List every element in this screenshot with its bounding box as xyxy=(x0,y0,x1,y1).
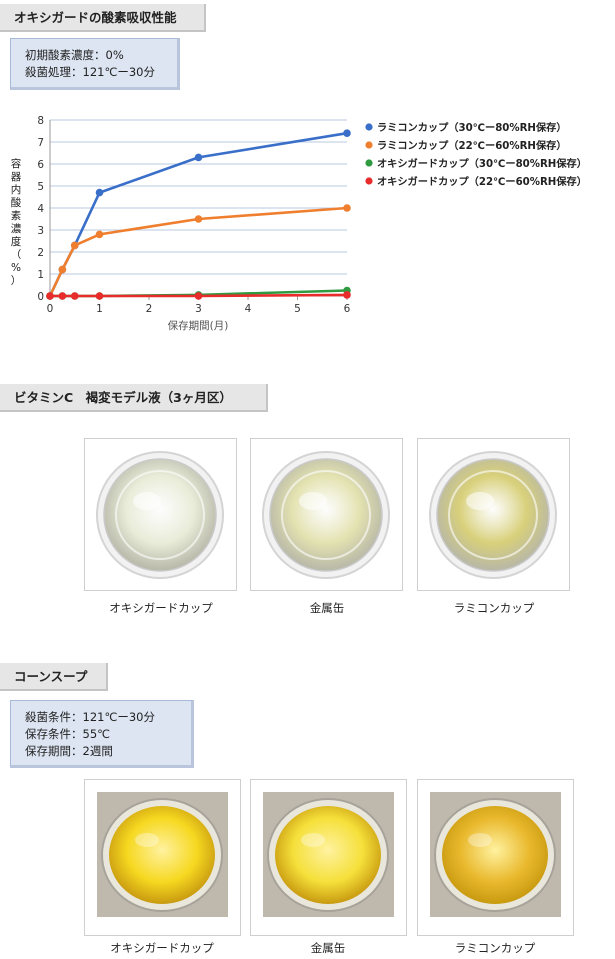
y-axis-label-char: 酸 xyxy=(10,197,22,209)
glass-cup-image xyxy=(262,451,390,579)
cornsoup-photo-2 xyxy=(417,779,574,936)
y-tick-label: 3 xyxy=(37,225,44,237)
x-tick-label: 6 xyxy=(344,303,351,315)
cornsoup-photo-1 xyxy=(250,779,407,936)
y-tick-label: 7 xyxy=(37,137,44,149)
x-tick-label: 3 xyxy=(195,303,202,315)
data-point xyxy=(95,230,104,239)
y-axis-label-char: 内 xyxy=(10,184,22,196)
y-axis-label: 容器内酸素濃度（%） xyxy=(9,158,23,288)
section-cornsoup-title: コーンスープ xyxy=(0,663,108,691)
data-point xyxy=(343,291,351,299)
grid-lines xyxy=(50,119,347,275)
y-tick-label: 5 xyxy=(37,181,44,193)
legend-marker xyxy=(365,159,373,167)
legend-marker xyxy=(365,177,373,185)
series-lines xyxy=(46,129,351,300)
axes: 0 1 2 3 4 5 6 7 8 0 1 2 3 4 5 6 xyxy=(37,115,350,315)
y-tick-label: 4 xyxy=(37,203,44,215)
initial-conditions-box: 初期酸素濃度：0% 殺菌処理：121℃ー30分 xyxy=(10,38,180,90)
data-point xyxy=(58,292,67,300)
cornsoup-conditions-box: 殺菌条件：121℃ー30分 保存条件：55℃ 保存期間：2週間 xyxy=(10,700,194,768)
photo-caption: ラミコンカップ xyxy=(454,941,536,955)
vitaminc-photo-2 xyxy=(417,438,570,591)
data-point xyxy=(70,241,79,250)
legend-marker xyxy=(365,123,373,131)
data-point xyxy=(95,188,104,197)
series-line-1 xyxy=(48,206,348,297)
y-axis-label-char: 容 xyxy=(10,158,22,170)
legend-marker xyxy=(365,141,373,149)
data-point xyxy=(58,265,67,274)
data-point xyxy=(70,292,79,300)
x-tick-label: 4 xyxy=(245,303,252,315)
info-line: 初期酸素濃度：0% xyxy=(25,48,124,62)
info-line: 殺菌条件：121℃ー30分 xyxy=(25,710,155,724)
soup-bowl-image xyxy=(263,792,394,917)
info-line: 殺菌処理：121℃ー30分 xyxy=(25,65,155,79)
photo-caption: 金属缶 xyxy=(309,601,345,615)
y-axis-label-char: 素 xyxy=(10,210,22,222)
soup-bowl-image xyxy=(430,792,561,917)
info-line: 保存期間：2週間 xyxy=(25,744,113,758)
legend-label: ラミコンカップ（30℃ー80%RH保存） xyxy=(377,121,567,134)
y-tick-label: 8 xyxy=(37,115,44,127)
x-tick-label: 0 xyxy=(47,303,54,315)
info-line: 保存条件：55℃ xyxy=(25,727,111,741)
section-oxyguard-title: オキシガードの酸素吸収性能 xyxy=(0,4,206,32)
legend: ラミコンカップ（30℃ー80%RH保存） ラミコンカップ（22℃ー60%RH保存）… xyxy=(365,121,587,188)
data-point xyxy=(194,215,203,223)
x-axis-label: 保存期間(月) xyxy=(168,319,229,332)
data-point xyxy=(95,292,104,300)
glass-cup-image xyxy=(96,451,224,579)
y-axis-label-char: 器 xyxy=(10,171,22,183)
legend-label: ラミコンカップ（22℃ー60%RH保存） xyxy=(377,139,567,152)
y-tick-label: 2 xyxy=(37,247,44,259)
y-axis-label-char: 度 xyxy=(10,236,22,248)
vitaminc-photo-0 xyxy=(84,438,237,591)
data-point xyxy=(194,153,203,162)
y-tick-label: 0 xyxy=(37,291,44,303)
cornsoup-photo-0 xyxy=(84,779,241,936)
x-tick-label: 5 xyxy=(294,303,301,315)
x-tick-label: 2 xyxy=(146,303,153,315)
data-point xyxy=(46,292,54,300)
section-vitaminc-title: ビタミンC 褐変モデル液（3ヶ月区） xyxy=(0,384,268,412)
legend-label: オキシガードカップ（30℃ー80%RH保存） xyxy=(377,157,587,170)
data-point xyxy=(343,204,351,212)
glass-cup-image xyxy=(429,451,557,579)
y-tick-label: 6 xyxy=(37,159,44,171)
data-point xyxy=(343,129,351,137)
legend-label: オキシガードカップ（22℃ー60%RH保存） xyxy=(377,175,587,188)
y-axis-label-char: 濃 xyxy=(10,223,22,235)
vitaminc-photo-1 xyxy=(250,438,403,591)
photo-caption: 金属缶 xyxy=(310,941,346,955)
data-point xyxy=(194,292,203,300)
y-axis-label-char: （ xyxy=(10,249,22,261)
photo-caption: オキシガードカップ xyxy=(109,601,213,615)
y-axis-label-char: % xyxy=(11,262,21,274)
x-tick-label: 1 xyxy=(96,303,103,315)
photo-caption: ラミコンカップ xyxy=(453,601,535,615)
y-axis-label-char: ） xyxy=(10,275,22,287)
y-tick-label: 1 xyxy=(37,269,44,281)
photo-caption: オキシガードカップ xyxy=(110,941,214,955)
soup-bowl-image xyxy=(97,792,228,917)
